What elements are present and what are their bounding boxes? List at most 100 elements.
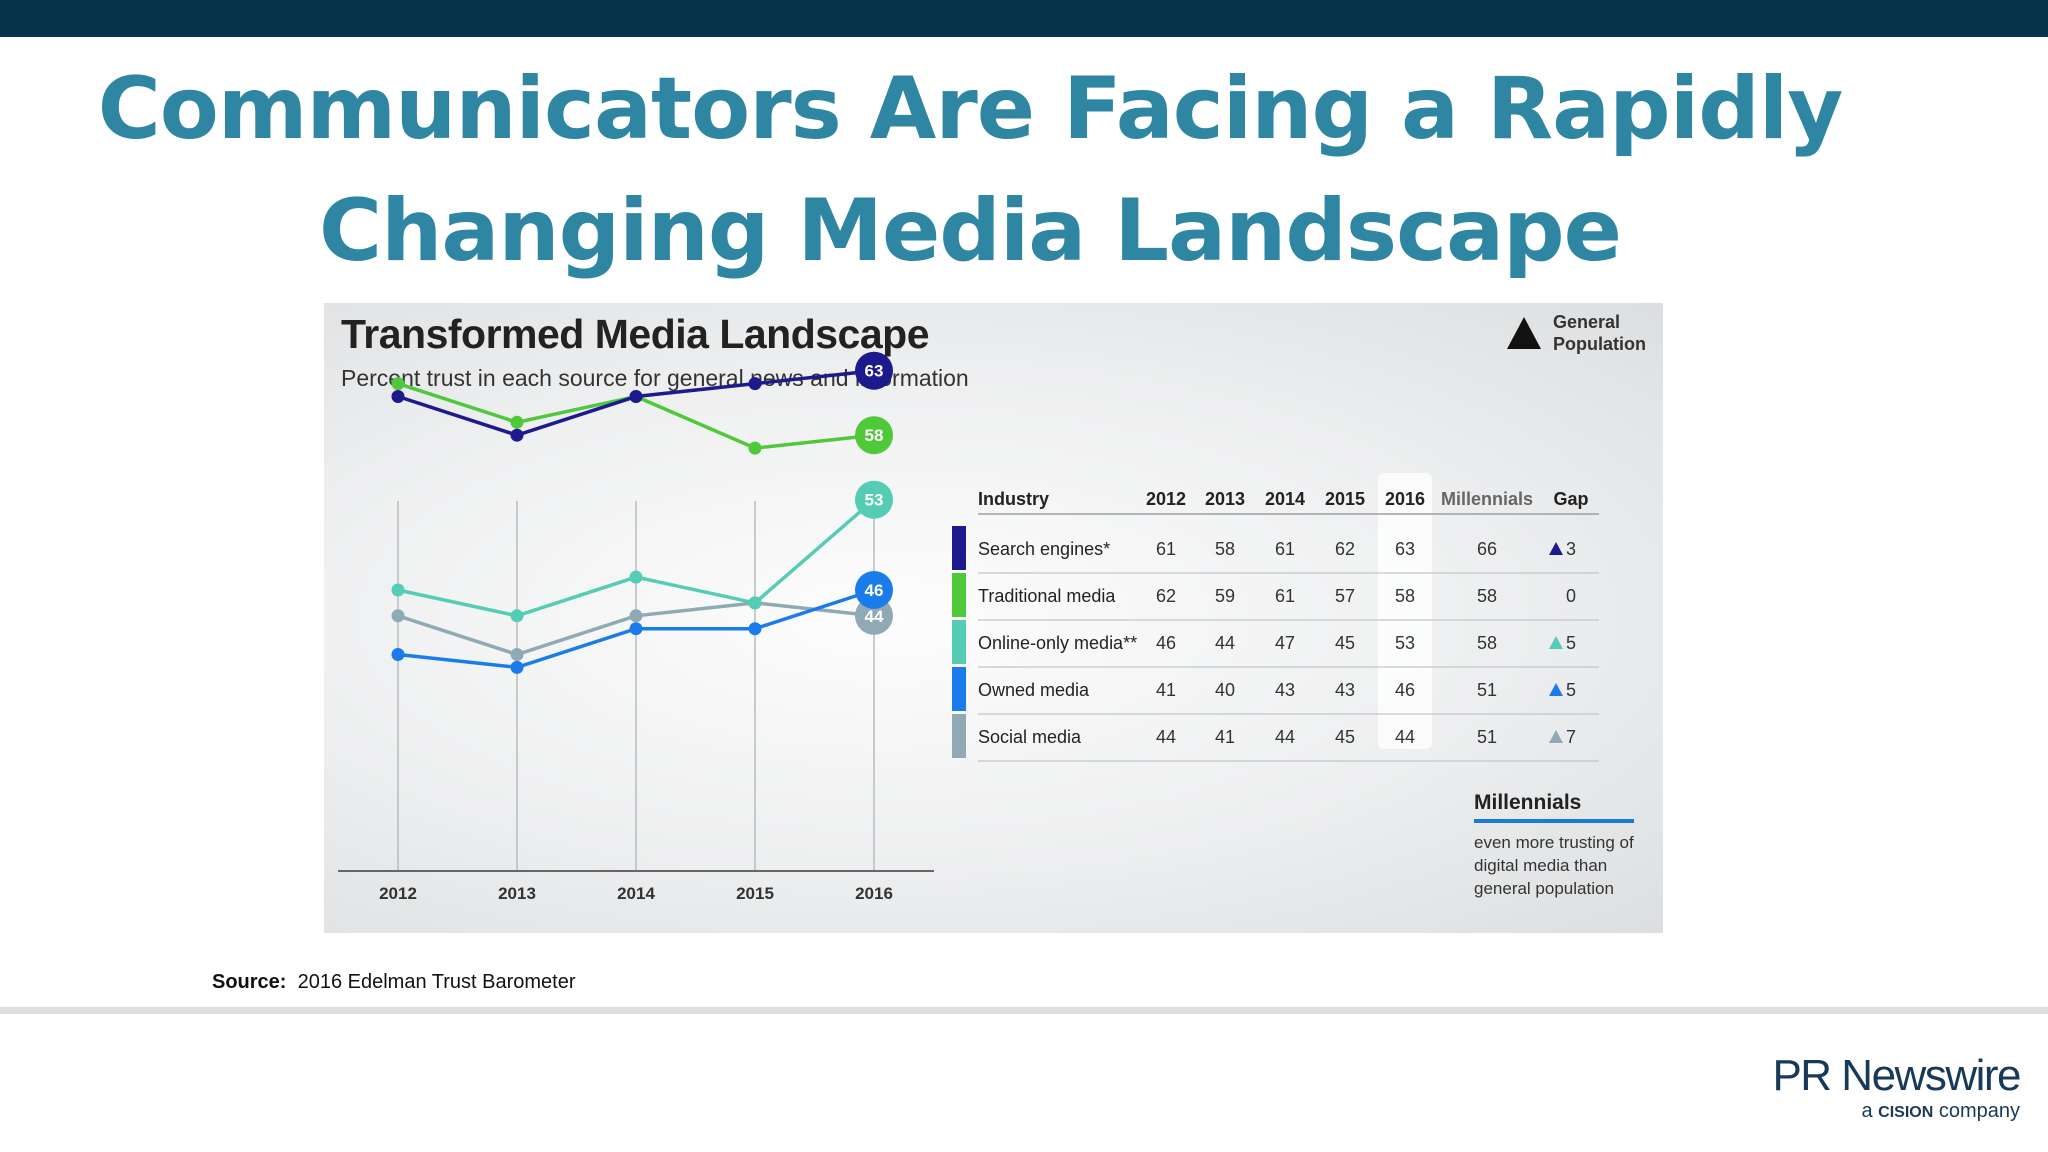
- point-4-2014: [629, 609, 643, 623]
- table-header-3: 2014: [1265, 489, 1305, 509]
- point-2-2013: [510, 609, 524, 623]
- source-note: Source: 2016 Edelman Trust Barometer: [212, 971, 576, 994]
- annotation-title: Millennials: [1474, 791, 1582, 814]
- cell-1-1: 59: [1215, 586, 1235, 606]
- cell-0-2: 61: [1275, 539, 1295, 559]
- cell-2-3: 45: [1335, 633, 1355, 653]
- table-header-7: Gap: [1553, 489, 1588, 509]
- triangle-icon: [1507, 317, 1541, 349]
- point-3-2014: [629, 622, 643, 636]
- logo-brand: CISION: [1878, 1104, 1934, 1121]
- table-header-0: Industry: [978, 489, 1049, 509]
- row-label-4: Social media: [978, 727, 1082, 747]
- cell-4-1: 41: [1215, 727, 1235, 747]
- point-3-2012: [391, 648, 405, 661]
- cell-4-0: 44: [1156, 727, 1176, 747]
- legend-label-line2: Population: [1553, 334, 1646, 354]
- x-tick-2015: 2015: [736, 884, 774, 903]
- chart-title: Transformed Media Landscape: [341, 311, 930, 357]
- logo-prefix: a: [1861, 1100, 1873, 1122]
- point-0-2015: [748, 377, 762, 391]
- chart-legend: General Population: [1507, 311, 1653, 355]
- cell-gap-2: 5: [1566, 633, 1576, 653]
- slide-title: Communicators Are Facing a Rapidly Chang…: [0, 48, 1940, 292]
- end-bubble-3: [855, 571, 893, 609]
- end-label-4: 44: [865, 607, 884, 626]
- point-0-2013: [510, 428, 524, 442]
- row-color-bar-2: [952, 620, 966, 664]
- cell-1-0: 62: [1156, 586, 1176, 606]
- point-0-2014: [629, 390, 643, 403]
- point-1-2013: [510, 415, 524, 429]
- end-label-1: 58: [865, 426, 884, 445]
- cell-0-4: 63: [1395, 539, 1415, 559]
- table-header-4: 2015: [1325, 489, 1365, 509]
- point-3-2013: [510, 660, 524, 674]
- cell-gap-1: 0: [1566, 586, 1576, 606]
- cell-1-4: 58: [1395, 586, 1415, 606]
- table-header-6: Millennials: [1441, 489, 1533, 509]
- point-2-2014: [629, 570, 643, 584]
- source-text: 2016 Edelman Trust Barometer: [297, 971, 576, 993]
- row-label-0: Search engines*: [978, 539, 1110, 559]
- cell-4-2: 44: [1275, 727, 1295, 747]
- gap-up-icon-4: [1549, 730, 1563, 743]
- table-header-5: 2016: [1385, 489, 1425, 509]
- cell-millennials-3: 51: [1477, 680, 1497, 700]
- footer-divider: [0, 1007, 2048, 1014]
- source-label: Source:: [212, 971, 287, 993]
- slide-title-line2: Changing Media Landscape: [319, 181, 1622, 281]
- row-color-bar-1: [952, 573, 966, 617]
- gap-up-icon-3: [1549, 683, 1563, 696]
- point-1-2015: [748, 441, 762, 455]
- cell-2-2: 47: [1275, 633, 1295, 653]
- row-label-1: Traditional media: [978, 586, 1116, 606]
- row-color-bar-0: [952, 526, 966, 570]
- cell-2-1: 44: [1215, 633, 1235, 653]
- millennials-annotation: Millennials even more trusting of digita…: [1474, 791, 1663, 900]
- legend-label: General Population: [1553, 311, 1653, 355]
- cell-3-4: 46: [1395, 680, 1415, 700]
- point-0-2012: [391, 390, 405, 403]
- point-4-2012: [391, 609, 405, 623]
- top-bar: [0, 0, 2048, 37]
- cell-3-0: 41: [1156, 680, 1176, 700]
- highlight-2016-column: [1378, 473, 1432, 749]
- cell-millennials-1: 58: [1477, 586, 1497, 606]
- cell-3-1: 40: [1215, 680, 1235, 700]
- cell-gap-3: 5: [1566, 680, 1576, 700]
- chart-panel: Transformed Media Landscape Percent trus…: [324, 303, 1663, 933]
- point-2-2012: [391, 583, 405, 597]
- x-tick-2014: 2014: [617, 884, 655, 903]
- end-bubble-0: [855, 351, 893, 390]
- slide-title-line1: Communicators Are Facing a Rapidly: [97, 59, 1844, 159]
- cell-1-3: 57: [1335, 586, 1355, 606]
- gap-up-icon-0: [1549, 542, 1563, 555]
- logo-sub-text: a CISION company: [1720, 1099, 2020, 1125]
- table-header-2: 2013: [1205, 489, 1245, 509]
- point-1-2012: [391, 377, 405, 391]
- cell-millennials-2: 58: [1477, 633, 1497, 653]
- cell-2-4: 53: [1395, 633, 1415, 653]
- point-3-2015: [748, 622, 762, 636]
- gap-up-icon-2: [1549, 636, 1563, 649]
- x-tick-2016: 2016: [855, 884, 893, 903]
- point-2-2015: [748, 596, 762, 610]
- cell-gap-0: 3: [1566, 539, 1576, 559]
- cell-0-0: 61: [1156, 539, 1176, 559]
- pr-newswire-logo: PR Newswire a CISION company: [1720, 1053, 2021, 1125]
- logo-suffix: company: [1938, 1100, 2020, 1122]
- annotation-text: even more trusting of digital media than…: [1474, 833, 1634, 898]
- end-label-3: 46: [865, 581, 884, 600]
- table-header-1: 2012: [1146, 489, 1186, 509]
- cell-3-3: 43: [1335, 680, 1355, 700]
- point-4-2013: [510, 648, 524, 661]
- x-tick-2013: 2013: [498, 884, 536, 903]
- cell-gap-4: 7: [1566, 727, 1576, 747]
- end-bubble-2: [855, 480, 893, 519]
- row-color-bar-3: [952, 667, 966, 711]
- row-color-bar-4: [952, 714, 966, 758]
- cell-4-3: 45: [1335, 727, 1355, 747]
- end-label-2: 53: [865, 491, 884, 510]
